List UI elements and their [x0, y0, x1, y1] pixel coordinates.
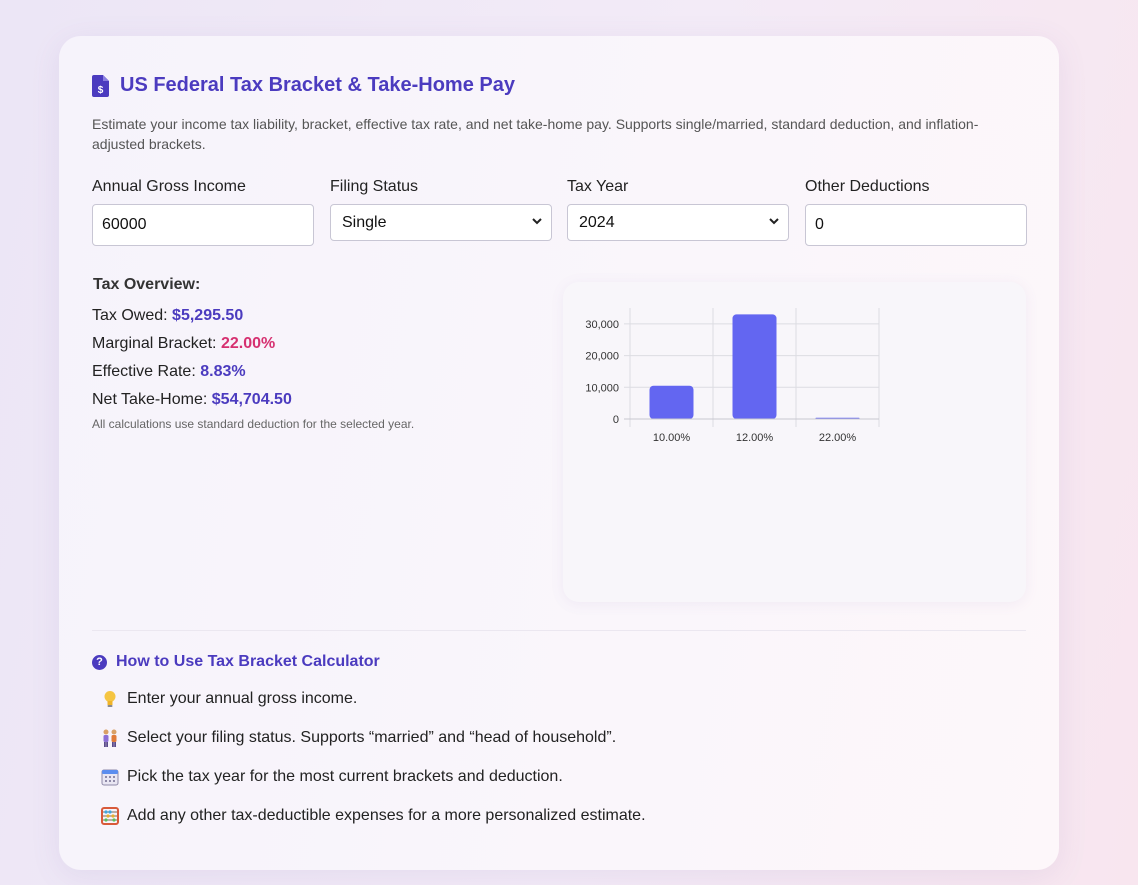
x-tick-label: 12.00%	[736, 432, 774, 444]
other-deductions-input[interactable]	[805, 204, 1027, 246]
page-subtitle: Estimate your income tax liability, brac…	[92, 116, 979, 152]
step-text: Enter your annual gross income.	[127, 689, 358, 707]
x-tick-label: 10.00%	[653, 432, 691, 444]
tax-overview: Tax Overview: Tax Owed: $5,295.50 Margin…	[92, 276, 414, 431]
net-take-home-label: Net Take-Home:	[92, 391, 208, 408]
income-label: Annual Gross Income	[92, 178, 246, 195]
y-tick-label: 30,000	[585, 319, 619, 331]
step-text: Pick the tax year for the most current b…	[127, 767, 563, 785]
svg-text:$: $	[98, 85, 104, 96]
y-tick-label: 20,000	[585, 351, 619, 363]
abacus-icon	[92, 806, 127, 825]
effective-rate-row: Effective Rate: 8.83%	[92, 363, 414, 391]
people-icon	[92, 729, 127, 747]
net-take-home-row: Net Take-Home: $54,704.50	[92, 391, 414, 419]
bracket-bar-chart: 0 10,000 20,000 30,000 10.00% 12.00% 22.00%	[585, 308, 880, 444]
tax-year-field-group: Tax Year 2024	[567, 178, 789, 241]
how-to-steps: Enter your annual gross income. Select y…	[92, 679, 646, 835]
list-item: Select your filing status. Supports “mar…	[92, 718, 646, 757]
page-title: US Federal Tax Bracket & Take-Home Pay	[120, 74, 515, 96]
question-icon: ?	[92, 654, 107, 670]
how-to-title: How to Use Tax Bracket Calculator	[116, 653, 380, 670]
income-input[interactable]	[92, 204, 314, 246]
tax-owed-value: $5,295.50	[172, 307, 244, 324]
how-to-section: ? How to Use Tax Bracket Calculator Ente…	[92, 653, 646, 835]
marginal-bracket-value: 22.00%	[220, 335, 276, 352]
lightbulb-icon	[92, 690, 127, 708]
filing-status-label: Filing Status	[330, 178, 419, 195]
marginal-bracket-label: Marginal Bracket:	[92, 335, 217, 352]
effective-rate-label: Effective Rate:	[92, 363, 196, 380]
header: $ US Federal Tax Bracket & Take-Home Pay	[92, 74, 515, 97]
other-deductions-label: Other Deductions	[805, 178, 930, 195]
overview-note: All calculations use standard deduction …	[92, 417, 415, 431]
net-take-home-value: $54,704.50	[211, 391, 292, 408]
bracket-chart-panel: 0 10,000 20,000 30,000 10.00% 12.00% 22.00%	[563, 282, 1026, 602]
income-field-group: Annual Gross Income	[92, 178, 314, 246]
chart-bar	[649, 385, 694, 419]
list-item: Pick the tax year for the most current b…	[92, 757, 646, 796]
x-tick-label: 22.00%	[819, 432, 857, 444]
list-item: Add any other tax-deductible expenses fo…	[92, 796, 646, 835]
chart-bar	[732, 314, 777, 419]
other-deductions-field-group: Other Deductions	[805, 178, 1027, 246]
section-divider	[92, 630, 1026, 631]
list-item: Enter your annual gross income.	[92, 679, 646, 718]
filing-status-select[interactable]: Single	[330, 204, 552, 241]
tax-document-icon: $	[92, 74, 109, 97]
y-tick-label: 0	[613, 414, 619, 426]
step-text: Add any other tax-deductible expenses fo…	[127, 806, 646, 824]
overview-title: Tax Overview:	[93, 276, 201, 293]
tax-year-select[interactable]: 2024	[567, 204, 789, 241]
calendar-icon	[92, 768, 127, 786]
tax-owed-label: Tax Owed:	[92, 307, 168, 324]
step-text: Select your filing status. Supports “mar…	[127, 728, 617, 746]
tax-owed-row: Tax Owed: $5,295.50	[92, 307, 414, 335]
y-tick-label: 10,000	[585, 382, 619, 394]
how-to-heading: ? How to Use Tax Bracket Calculator	[92, 653, 646, 671]
filing-status-field-group: Filing Status Single	[330, 178, 552, 241]
effective-rate-value: 8.83%	[200, 363, 246, 380]
tax-year-label: Tax Year	[567, 178, 629, 195]
marginal-bracket-row: Marginal Bracket: 22.00%	[92, 335, 414, 363]
calculator-card: $ US Federal Tax Bracket & Take-Home Pay…	[59, 36, 1059, 870]
